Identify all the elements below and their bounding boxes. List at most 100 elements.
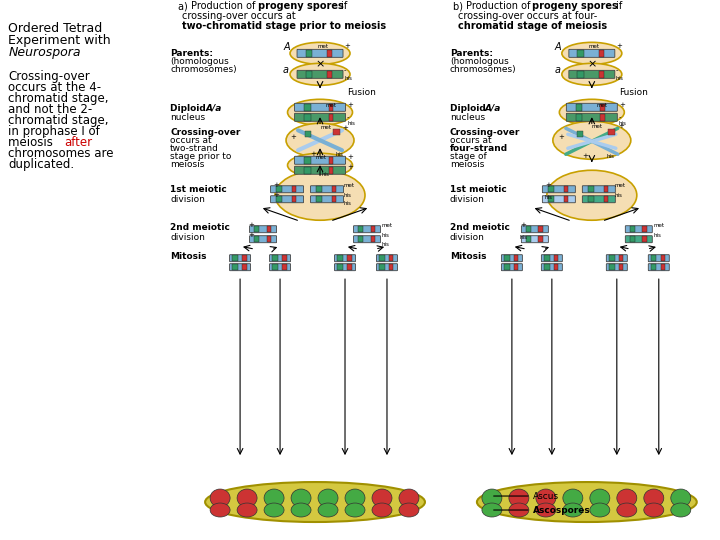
Text: his: his [321, 172, 329, 177]
Bar [337, 255, 343, 261]
Text: +: + [618, 123, 624, 129]
Text: chromatid stage of meiosis: chromatid stage of meiosis [458, 22, 607, 31]
Bar [629, 236, 635, 242]
Text: -: - [616, 68, 618, 73]
Text: Ascus: Ascus [533, 491, 559, 501]
Ellipse shape [291, 489, 311, 507]
Text: his: his [615, 193, 623, 198]
Text: +: + [618, 102, 625, 109]
Bar [651, 255, 657, 261]
Text: Production of: Production of [191, 2, 258, 11]
Text: nucleus: nucleus [170, 113, 205, 122]
Text: Mitosis: Mitosis [450, 252, 487, 261]
Ellipse shape [264, 489, 284, 507]
Text: met: met [320, 125, 331, 130]
Bar [604, 196, 608, 202]
FancyBboxPatch shape [269, 264, 291, 271]
Bar [276, 196, 282, 202]
FancyBboxPatch shape [501, 255, 523, 262]
Text: met: met [592, 124, 603, 129]
Ellipse shape [372, 503, 392, 517]
Ellipse shape [399, 489, 419, 507]
Bar [576, 114, 582, 121]
Text: Diploid: Diploid [170, 104, 209, 113]
Bar [548, 186, 554, 192]
Bar [619, 264, 624, 270]
Text: met: met [654, 222, 665, 228]
Text: division: division [450, 233, 485, 242]
Ellipse shape [482, 489, 502, 507]
Bar [526, 236, 531, 242]
Text: his: his [382, 233, 390, 238]
Text: met: met [325, 103, 336, 108]
Bar [333, 129, 340, 136]
Bar [619, 255, 624, 261]
Text: his: his [343, 193, 351, 198]
Text: division: division [450, 195, 485, 204]
Text: 1st meiotic: 1st meiotic [170, 185, 227, 194]
Bar [504, 264, 510, 270]
Text: +: + [545, 182, 551, 188]
Text: chromosomes): chromosomes) [450, 65, 516, 74]
FancyBboxPatch shape [521, 236, 549, 242]
Ellipse shape [345, 489, 365, 507]
Text: chromatid stage,: chromatid stage, [8, 114, 109, 127]
Ellipse shape [509, 489, 529, 507]
Bar [272, 255, 278, 261]
Text: +: + [342, 125, 348, 131]
Ellipse shape [590, 503, 610, 517]
Ellipse shape [547, 170, 636, 220]
Text: stage prior to: stage prior to [170, 152, 232, 161]
FancyBboxPatch shape [294, 103, 346, 111]
Bar [379, 255, 384, 261]
FancyBboxPatch shape [569, 49, 615, 57]
FancyBboxPatch shape [377, 255, 397, 262]
Ellipse shape [563, 489, 583, 507]
Bar [539, 236, 543, 242]
Bar [328, 167, 333, 174]
Bar [642, 236, 647, 242]
Text: 2nd meiotic: 2nd meiotic [170, 222, 230, 232]
Text: his: his [616, 76, 624, 81]
FancyBboxPatch shape [294, 166, 346, 174]
Ellipse shape [210, 489, 230, 507]
Text: four-strand: four-strand [450, 144, 508, 153]
Text: a: a [555, 65, 561, 76]
Bar [600, 104, 606, 111]
FancyBboxPatch shape [294, 113, 346, 122]
Ellipse shape [291, 503, 311, 517]
Bar [328, 157, 333, 164]
FancyBboxPatch shape [354, 226, 380, 233]
Ellipse shape [563, 503, 583, 517]
Ellipse shape [482, 503, 502, 517]
Ellipse shape [671, 489, 690, 507]
Bar [554, 264, 559, 270]
Text: division: division [170, 195, 205, 204]
FancyBboxPatch shape [230, 255, 251, 262]
Text: division: division [170, 233, 205, 242]
FancyBboxPatch shape [250, 236, 276, 242]
Text: chromosomes): chromosomes) [170, 65, 237, 74]
Ellipse shape [399, 503, 419, 517]
Ellipse shape [287, 99, 353, 125]
Text: Fusion: Fusion [618, 88, 648, 97]
Bar [305, 131, 311, 137]
Bar [514, 264, 518, 270]
Text: +: + [344, 43, 350, 49]
FancyBboxPatch shape [541, 264, 562, 271]
Ellipse shape [205, 482, 425, 522]
Text: A/a: A/a [485, 104, 501, 113]
Bar [305, 157, 311, 164]
Bar [514, 255, 518, 261]
Text: meiosis: meiosis [450, 160, 485, 169]
Text: +: + [273, 192, 279, 198]
FancyBboxPatch shape [582, 186, 616, 193]
FancyBboxPatch shape [335, 264, 356, 271]
Text: a: a [283, 65, 289, 76]
Ellipse shape [536, 503, 556, 517]
Bar [608, 129, 615, 136]
Bar [292, 186, 296, 192]
Ellipse shape [590, 489, 610, 507]
Bar [371, 226, 375, 232]
Ellipse shape [210, 503, 230, 517]
